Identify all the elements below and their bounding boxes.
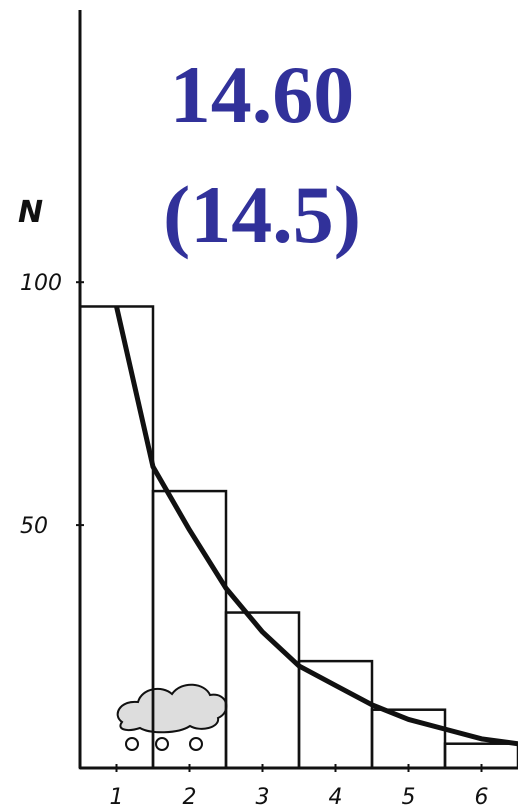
- chart-subtitle: (14.5): [163, 169, 361, 260]
- bar: [443, 742, 518, 770]
- x-tick-label: 4: [329, 785, 343, 810]
- y-tick-label: 50: [20, 514, 48, 539]
- x-tick-label: 1: [110, 785, 124, 810]
- x-tick-label: 2: [183, 785, 197, 810]
- cloud-icon: [116, 683, 228, 751]
- bar: [224, 611, 301, 770]
- y-tick-label: 100: [20, 271, 62, 296]
- x-tick-label: 6: [475, 785, 489, 810]
- y-axis-label: N: [18, 195, 43, 230]
- bar: [370, 708, 447, 770]
- x-tick-label: 5: [402, 785, 416, 810]
- chart-title: 14.60: [170, 49, 355, 140]
- fit-curve: [114, 305, 518, 747]
- bar: [297, 659, 374, 770]
- x-tick-label: 3: [256, 785, 270, 810]
